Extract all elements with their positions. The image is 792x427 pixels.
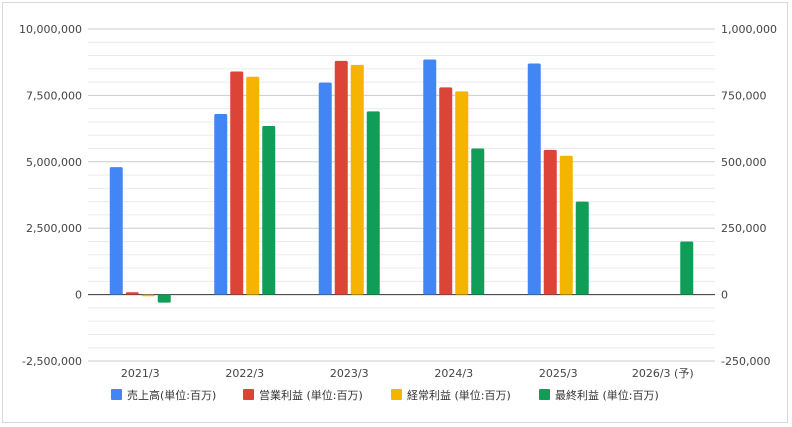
category-label: 2023/3 bbox=[330, 367, 369, 380]
bar-2023/3-series-1 bbox=[334, 60, 348, 295]
legend-swatch bbox=[243, 389, 254, 400]
legend-item[interactable]: 最終利益 (単位:百万) bbox=[539, 388, 659, 402]
legend-item[interactable]: 売上高(単位:百万) bbox=[111, 388, 216, 402]
legend-item[interactable]: 経常利益 (単位:百万) bbox=[391, 388, 511, 402]
bar-2022/3-series-0 bbox=[214, 113, 228, 295]
left-axis-tick-label: 7,500,000 bbox=[26, 89, 82, 102]
bar-2024/3-series-3 bbox=[471, 148, 485, 295]
bar-2022/3-series-1 bbox=[230, 71, 244, 295]
legend-swatch bbox=[539, 389, 550, 400]
right-axis-tick-label: -250,000 bbox=[721, 355, 770, 368]
bar-2025/3-series-0 bbox=[527, 63, 541, 295]
bar-2024/3-series-0 bbox=[423, 59, 437, 295]
legend-label: 経常利益 (単位:百万) bbox=[407, 388, 511, 402]
right-axis-tick-label: 250,000 bbox=[721, 222, 767, 235]
category-label: 2021/3 bbox=[121, 367, 160, 380]
bar-2025/3-series-2 bbox=[559, 155, 573, 295]
right-axis-tick-label: 0 bbox=[721, 289, 728, 302]
left-axis-tick-label: 10,000,000 bbox=[19, 23, 82, 36]
bar-2022/3-series-2 bbox=[246, 76, 260, 295]
right-axis-tick-label: 1,000,000 bbox=[721, 23, 777, 36]
bar-2021/3-series-2 bbox=[141, 294, 155, 297]
bar-2021/3-series-0 bbox=[109, 167, 123, 295]
bar-2025/3-series-3 bbox=[575, 201, 589, 295]
legend-label: 最終利益 (単位:百万) bbox=[555, 388, 659, 402]
right-axis-tick-label: 500,000 bbox=[721, 156, 767, 169]
bar-2021/3-series-1 bbox=[125, 292, 139, 295]
category-label: 2026/3 (予) bbox=[632, 367, 694, 380]
bar-2025/3-series-1 bbox=[543, 149, 557, 295]
bar-2026/3 (予)-series-3 bbox=[680, 241, 694, 295]
chart-frame: 10,000,000 7,500,000 5,000,000 2,500,000 0 -2… bbox=[2, 2, 788, 423]
bar-2023/3-series-0 bbox=[318, 82, 332, 295]
bar-2022/3-series-3 bbox=[262, 125, 276, 295]
category-label: 2024/3 bbox=[434, 367, 473, 380]
bar-2023/3-series-2 bbox=[350, 64, 364, 295]
legend-item[interactable]: 営業利益 (単位:百万) bbox=[243, 388, 363, 402]
left-axis-tick-label: 2,500,000 bbox=[26, 222, 82, 235]
category-label: 2022/3 bbox=[225, 367, 264, 380]
right-axis-tick-label: 750,000 bbox=[721, 89, 767, 102]
legend-swatch bbox=[391, 389, 402, 400]
left-axis-tick-label: -2,500,000 bbox=[22, 355, 82, 368]
bar-chart: 10,000,000 7,500,000 5,000,000 2,500,000 0 -2… bbox=[19, 23, 777, 402]
legend-label: 営業利益 (単位:百万) bbox=[259, 388, 363, 402]
legend-label: 売上高(単位:百万) bbox=[127, 388, 216, 402]
legend-swatch bbox=[111, 389, 122, 400]
category-label: 2025/3 bbox=[539, 367, 578, 380]
bar-2024/3-series-2 bbox=[455, 91, 469, 295]
left-axis-tick-label: 5,000,000 bbox=[26, 156, 82, 169]
bar-2021/3-series-3 bbox=[157, 294, 171, 303]
bar-2024/3-series-1 bbox=[439, 87, 453, 295]
left-axis-tick-label: 0 bbox=[75, 289, 82, 302]
bar-2023/3-series-3 bbox=[366, 111, 380, 295]
